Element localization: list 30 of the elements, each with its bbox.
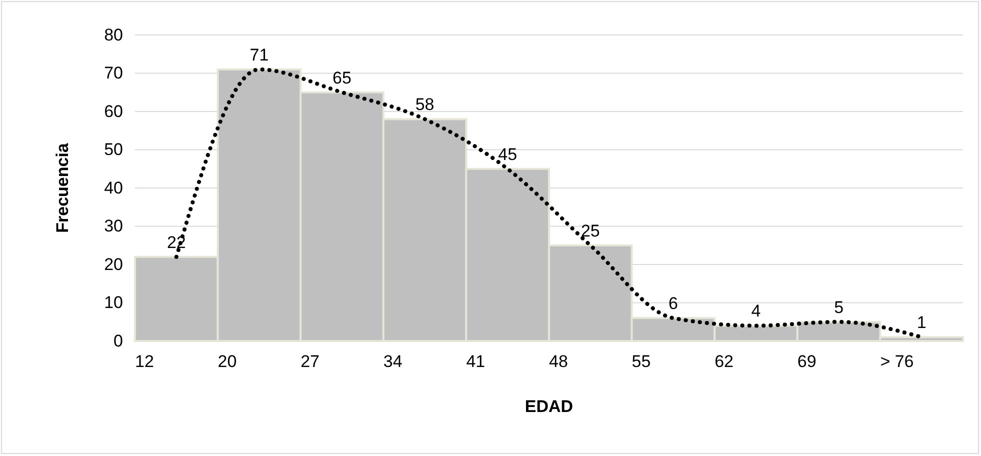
data-label: 6 (668, 294, 678, 314)
data-label: 5 (834, 298, 844, 317)
data-label: 71 (250, 45, 269, 64)
data-label: 65 (332, 68, 352, 88)
x-tick-label: 34 (383, 352, 402, 372)
y-tick-label: 60 (104, 102, 123, 121)
y-tick-label: 40 (104, 178, 123, 198)
x-tick-label: 48 (549, 352, 568, 372)
x-tick-label: 20 (218, 352, 237, 372)
x-tick-label: 62 (714, 352, 734, 372)
x-tick-label: > 76 (880, 352, 914, 372)
x-tick-label: 55 (632, 352, 651, 372)
x-tick-label: 41 (466, 352, 486, 372)
data-label: 58 (415, 95, 434, 114)
y-tick-label: 70 (104, 64, 123, 83)
x-tick-label: 69 (797, 352, 816, 372)
y-tick-label: 20 (104, 254, 123, 274)
data-label: 1 (916, 313, 926, 332)
y-tick-label: 0 (114, 331, 123, 350)
data-label: 4 (751, 302, 761, 321)
x-axis-title: EDAD (524, 397, 574, 416)
x-tick-label: 27 (300, 352, 320, 372)
x-tick-label: 12 (135, 352, 154, 372)
y-tick-label: 80 (104, 25, 123, 44)
y-axis-title: Frecuencia (53, 142, 72, 233)
y-tick-label: 50 (104, 140, 123, 160)
data-label: 45 (498, 144, 518, 164)
data-label: 25 (580, 221, 600, 240)
y-tick-label: 10 (104, 293, 123, 312)
y-tick-label: 30 (104, 216, 123, 236)
